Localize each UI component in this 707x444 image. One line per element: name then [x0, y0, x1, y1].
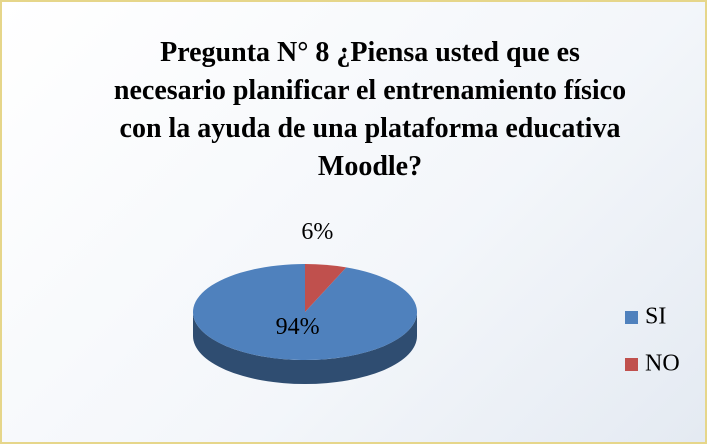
legend-label: NO — [645, 351, 680, 377]
legend-swatch — [625, 358, 638, 371]
chart-title: Pregunta N° 8 ¿Piensa usted que es neces… — [113, 37, 627, 182]
legend-swatch — [625, 311, 638, 324]
pie-slice — [305, 264, 347, 312]
data-label: 94% — [276, 314, 320, 340]
pie-slice — [192, 264, 417, 360]
legend-label: SI — [645, 304, 666, 330]
data-label: 6% — [301, 219, 333, 245]
pie-side — [193, 312, 417, 384]
